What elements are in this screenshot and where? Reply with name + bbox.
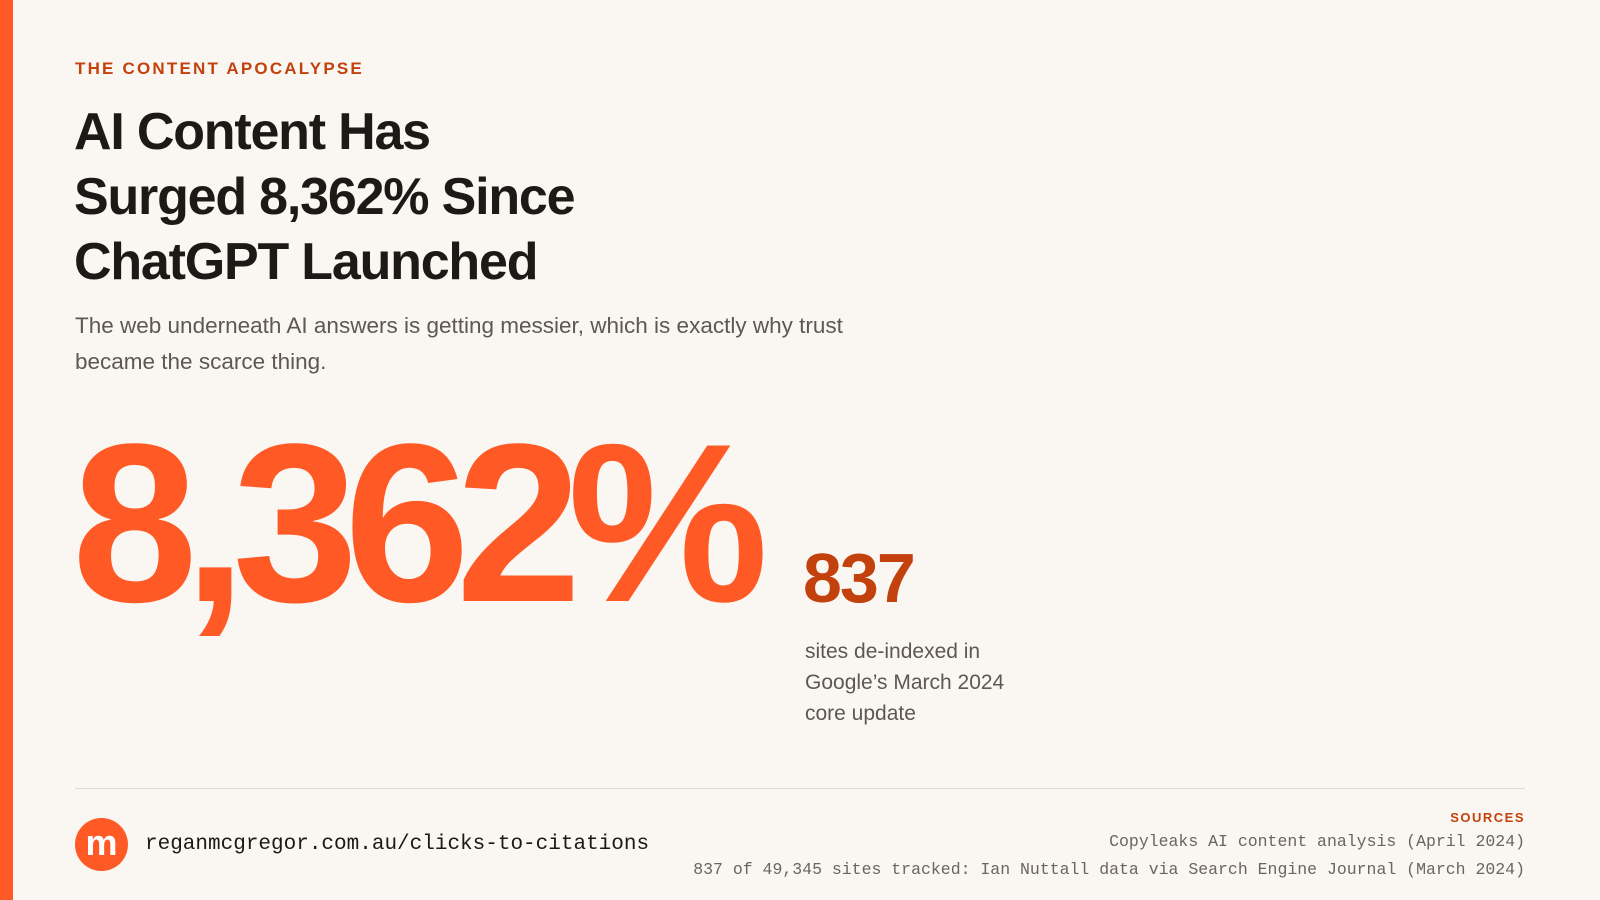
source-list: Copyleaks AI content analysis (April 202… [693, 828, 1525, 884]
text-line: The web underneath AI answers is getting… [75, 313, 843, 338]
text-line: AI Content Has [74, 103, 431, 161]
primary-stat: 8,362% [72, 396, 769, 649]
secondary-stat: 837 [803, 539, 916, 617]
subtitle: The web underneath AI answers is getting… [75, 308, 843, 380]
text-line: sites de-indexed in [805, 640, 981, 663]
title: AI Content Has Surged 8,362% Since ChatGPT… [74, 100, 576, 295]
text-line: core update [805, 702, 916, 725]
text-line: Copyleaks AI content analysis (April 202… [1109, 832, 1525, 851]
text-line: Surged 8,362% Since [74, 168, 576, 226]
secondary-caption: sites de-indexed in Google’s March 2024 co… [805, 636, 1004, 729]
eyebrow: THE CONTENT APOCALYPSE [75, 59, 364, 78]
logo: m [75, 818, 128, 871]
sources-label: SOURCES [1450, 810, 1525, 825]
text-line: became the scarce thing. [75, 349, 327, 374]
sources: SOURCES Copyleaks AI content analysis (A… [693, 808, 1525, 884]
accent-bar [0, 0, 13, 900]
divider [75, 788, 1525, 789]
text-line: ChatGPT Launched [74, 233, 538, 291]
url: reganmcgregor.com.au/clicks-to-citations [145, 833, 650, 856]
text-line: Google’s March 2024 [805, 671, 1005, 694]
text-line: 837 of 49,345 sites tracked: Ian Nuttall… [693, 860, 1525, 879]
